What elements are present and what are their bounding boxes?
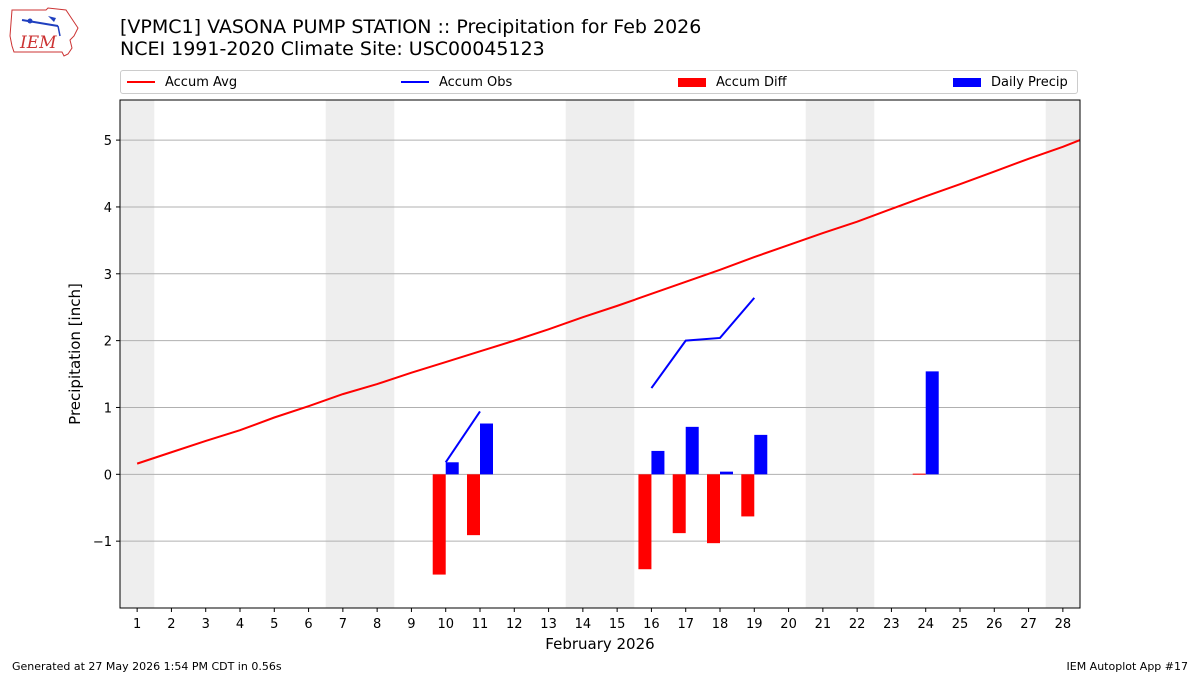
legend-item-accum-diff: Accum Diff bbox=[678, 71, 787, 93]
daily-precip-bar bbox=[445, 462, 459, 475]
accum-diff-bar bbox=[741, 474, 755, 517]
legend-swatch bbox=[127, 81, 155, 83]
chart-title-line1: [VPMC1] VASONA PUMP STATION :: Precipita… bbox=[120, 16, 702, 38]
weekend-band bbox=[325, 100, 395, 608]
x-tick-label: 8 bbox=[373, 617, 381, 632]
daily-precip-bar bbox=[925, 371, 939, 475]
weekend-band bbox=[805, 100, 875, 608]
x-tick-label: 1 bbox=[133, 617, 141, 632]
legend-label: Accum Avg bbox=[165, 74, 238, 90]
x-tick-label: 5 bbox=[270, 617, 278, 632]
x-tick-label: 9 bbox=[407, 617, 415, 632]
y-tick-label: 5 bbox=[104, 134, 112, 149]
legend-label: Accum Obs bbox=[439, 74, 513, 90]
x-tick-label: 22 bbox=[849, 617, 866, 632]
x-tick-label: 18 bbox=[712, 617, 729, 632]
accum-obs-line bbox=[650, 297, 756, 389]
y-tick-label: 3 bbox=[104, 268, 112, 283]
x-tick-label: 10 bbox=[437, 617, 454, 632]
x-tick-label: 23 bbox=[883, 617, 900, 632]
x-tick-label: 4 bbox=[236, 617, 244, 632]
chart-title: [VPMC1] VASONA PUMP STATION :: Precipita… bbox=[120, 16, 701, 60]
x-tick-label: 15 bbox=[609, 617, 626, 632]
accum-diff-bar bbox=[707, 474, 720, 544]
daily-precip-bar bbox=[720, 471, 733, 475]
x-tick-label: 2 bbox=[167, 617, 175, 632]
y-tick-label: −1 bbox=[93, 535, 112, 550]
daily-precip-bar bbox=[685, 426, 699, 475]
y-tick-label: 1 bbox=[104, 401, 112, 416]
x-tick-label: 13 bbox=[540, 617, 557, 632]
x-tick-label: 6 bbox=[304, 617, 312, 632]
x-tick-label: 11 bbox=[472, 617, 489, 632]
x-tick-label: 16 bbox=[643, 617, 660, 632]
svg-text:IEM: IEM bbox=[19, 33, 57, 53]
accum-avg-line bbox=[136, 139, 1081, 465]
accum-diff-bar bbox=[638, 474, 652, 570]
weekend-band bbox=[565, 100, 635, 608]
x-tick-label: 12 bbox=[506, 617, 523, 632]
y-tick-label: 0 bbox=[104, 468, 112, 483]
x-tick-label: 25 bbox=[952, 617, 969, 632]
legend-swatch bbox=[953, 77, 981, 87]
x-tick-label: 7 bbox=[339, 617, 347, 632]
accum-diff-bar bbox=[467, 474, 480, 536]
legend-item-accum-avg: Accum Avg bbox=[127, 71, 237, 93]
y-tick-label: 2 bbox=[104, 335, 112, 350]
x-axis-label: February 2026 bbox=[545, 635, 654, 653]
y-axis-label: Precipitation [inch] bbox=[66, 283, 84, 425]
daily-precip-bar bbox=[754, 434, 768, 475]
legend-swatch bbox=[401, 81, 429, 83]
iem-logo: IEM bbox=[9, 7, 79, 57]
chart-title-line2: NCEI 1991-2020 Climate Site: USC00045123 bbox=[120, 38, 545, 60]
daily-precip-bar bbox=[651, 450, 665, 475]
x-tick-label: 3 bbox=[202, 617, 210, 632]
weekend-band bbox=[120, 100, 155, 608]
x-tick-label: 17 bbox=[677, 617, 694, 632]
chart-legend: Accum Avg Accum Obs Accum Diff Daily Pre… bbox=[120, 70, 1078, 94]
footer-app: IEM Autoplot App #17 bbox=[1066, 660, 1189, 673]
x-tick-label: 24 bbox=[917, 617, 934, 632]
accum-obs-line bbox=[444, 410, 481, 463]
accum-diff-bar bbox=[672, 474, 686, 534]
legend-item-daily-precip: Daily Precip bbox=[953, 71, 1068, 93]
y-tick-label: 4 bbox=[104, 201, 112, 216]
legend-swatch bbox=[678, 77, 706, 87]
x-tick-label: 20 bbox=[780, 617, 797, 632]
x-tick-label: 14 bbox=[575, 617, 592, 632]
x-tick-label: 21 bbox=[815, 617, 832, 632]
plot-frame bbox=[119, 99, 1081, 609]
legend-item-accum-obs: Accum Obs bbox=[401, 71, 512, 93]
legend-label: Accum Diff bbox=[716, 74, 787, 90]
x-tick-label: 26 bbox=[986, 617, 1003, 632]
accum-diff-bar bbox=[912, 473, 926, 475]
footer-generated: Generated at 27 May 2026 1:54 PM CDT in … bbox=[12, 660, 282, 673]
weekend-band bbox=[1045, 100, 1080, 608]
accum-diff-bar bbox=[432, 474, 446, 575]
legend-label: Daily Precip bbox=[991, 74, 1068, 90]
daily-precip-bar bbox=[480, 423, 493, 475]
x-tick-label: 28 bbox=[1055, 617, 1072, 632]
x-tick-label: 19 bbox=[746, 617, 763, 632]
x-tick-label: 27 bbox=[1020, 617, 1037, 632]
